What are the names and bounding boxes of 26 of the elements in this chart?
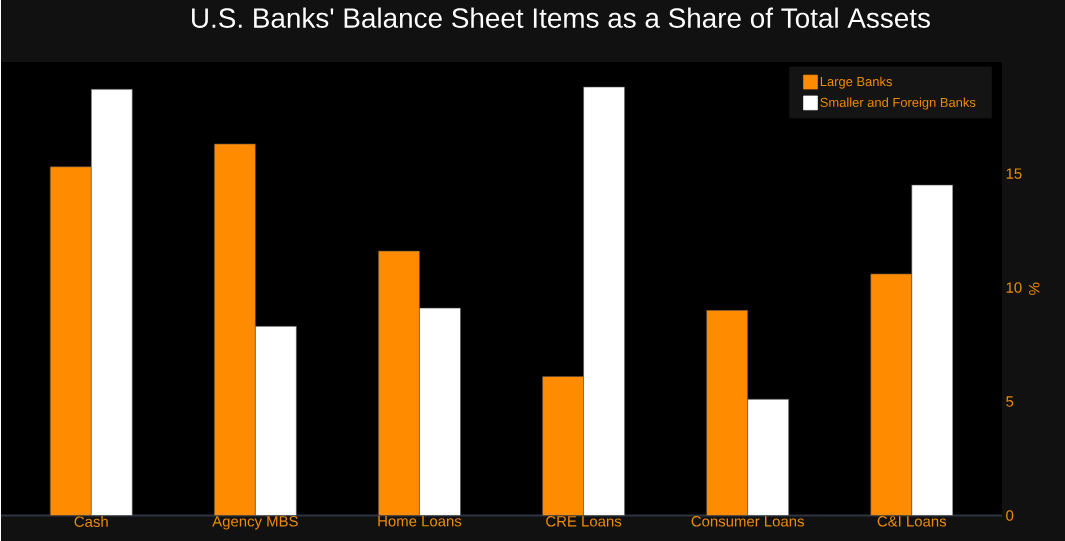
bar <box>870 273 913 516</box>
x-tick-label: Consumer Loans <box>691 515 804 527</box>
x-tick-label: Home Loans <box>378 515 462 527</box>
bar <box>747 398 789 516</box>
bar <box>583 86 625 516</box>
bar <box>419 307 461 516</box>
y-tick-label: 15 <box>1006 168 1022 179</box>
legend-label: Smaller and Foreign Banks <box>820 97 976 110</box>
y-axis-title: % <box>1029 282 1040 295</box>
y-tick-label: 5 <box>1006 396 1014 407</box>
bar <box>911 184 954 516</box>
chart-title: U.S. Banks' Balance Sheet Items as a Share of Total Assets <box>192 7 930 28</box>
x-tick-label: C&I Loans <box>877 515 947 527</box>
y-tick-label: 0 <box>1006 509 1014 521</box>
x-tick-label: Agency MBS <box>212 515 298 530</box>
legend-label: Large Banks <box>820 76 892 89</box>
bar <box>90 88 133 516</box>
bar <box>378 250 420 516</box>
bar <box>542 375 584 516</box>
bar <box>49 166 92 516</box>
x-tick-label: Cash <box>74 515 108 527</box>
x-tick-label: CRE Loans <box>546 515 622 527</box>
bar <box>706 309 748 516</box>
y-tick-label: 10 <box>1006 282 1022 293</box>
bar <box>255 325 297 516</box>
bar <box>214 143 256 516</box>
